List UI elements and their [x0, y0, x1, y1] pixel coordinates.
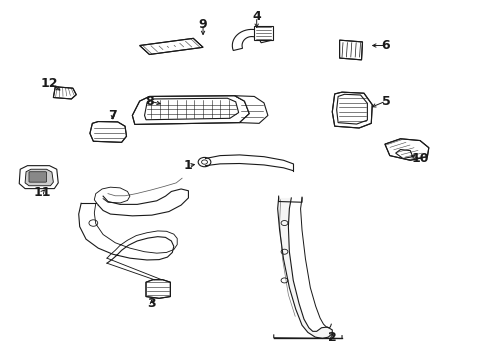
Text: 2: 2	[327, 331, 336, 344]
Polygon shape	[232, 30, 270, 50]
FancyBboxPatch shape	[29, 172, 46, 182]
Polygon shape	[384, 139, 428, 160]
Text: 6: 6	[381, 39, 389, 52]
Text: 8: 8	[145, 95, 153, 108]
Text: 11: 11	[33, 186, 51, 199]
Polygon shape	[90, 122, 126, 142]
Text: 1: 1	[183, 159, 192, 172]
Polygon shape	[25, 169, 53, 186]
Polygon shape	[146, 280, 170, 298]
Polygon shape	[331, 92, 371, 128]
Polygon shape	[234, 96, 267, 123]
Text: 9: 9	[198, 18, 207, 31]
Polygon shape	[336, 94, 366, 124]
Polygon shape	[132, 96, 249, 125]
Polygon shape	[53, 87, 76, 99]
Text: 4: 4	[252, 10, 261, 23]
Text: 5: 5	[381, 95, 389, 108]
Text: 10: 10	[410, 152, 428, 165]
Bar	[254, 26, 272, 40]
Text: 3: 3	[147, 297, 156, 310]
Polygon shape	[395, 149, 412, 158]
Polygon shape	[277, 198, 331, 338]
Polygon shape	[140, 39, 203, 54]
Polygon shape	[339, 40, 362, 60]
Text: 7: 7	[108, 109, 117, 122]
Polygon shape	[19, 166, 58, 189]
Text: 12: 12	[41, 77, 58, 90]
Polygon shape	[144, 98, 238, 120]
